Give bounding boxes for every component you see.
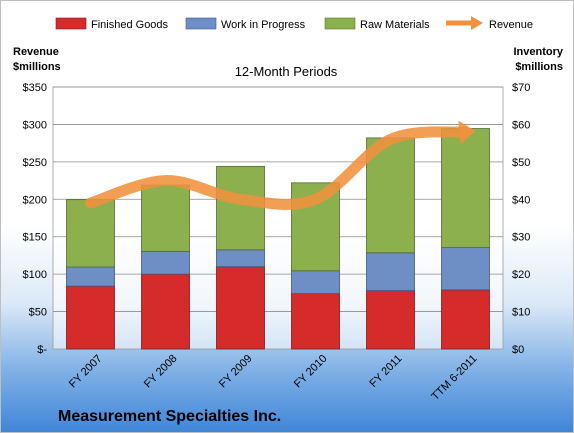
bar-finished-goods-highlight bbox=[67, 287, 114, 290]
revenue-line bbox=[85, 126, 471, 210]
bar-raw-materials-highlight bbox=[142, 186, 189, 189]
right-axis-tick-label: $30 bbox=[512, 232, 530, 244]
bar-raw-materials-highlight bbox=[217, 167, 264, 170]
x-axis-tick-label: FY 2009 bbox=[217, 353, 255, 391]
legend-label-revenue: Revenue bbox=[489, 19, 533, 31]
legend-arrow-revenue bbox=[471, 16, 483, 30]
revenue-line-group bbox=[85, 120, 476, 210]
chart-subtitle: 12-Month Periods bbox=[235, 64, 338, 79]
bar-raw-materials bbox=[366, 137, 415, 254]
bar-finished-goods-highlight bbox=[217, 267, 264, 270]
left-axis-tick-label: $250 bbox=[23, 157, 47, 169]
left-axis-tick-label: $350 bbox=[23, 82, 47, 94]
left-axis-title-line1: Revenue bbox=[13, 46, 59, 58]
legend: Finished Goods Work in Progress Raw Mate… bbox=[55, 16, 533, 31]
right-axis-title-line1: Inventory bbox=[513, 46, 563, 58]
bar-work-in-progress bbox=[291, 270, 340, 295]
right-axis-tick-label: $60 bbox=[512, 119, 530, 131]
x-axis-tick-label: FY 2011 bbox=[367, 353, 404, 390]
right-axis-tick-label: $10 bbox=[512, 307, 530, 319]
right-axis-ticks: $0 $10 $20 $30 $40 $50 $60 $70 bbox=[512, 82, 530, 356]
bar-work-in-progress-highlight bbox=[217, 250, 264, 253]
bar-finished-goods-highlight bbox=[367, 291, 414, 294]
bar-series-group bbox=[66, 128, 490, 350]
right-axis-tick-label: $40 bbox=[512, 194, 530, 206]
legend-swatch-work-in-progress bbox=[185, 17, 217, 30]
left-axis-tick-label: $300 bbox=[23, 119, 47, 131]
bar-raw-materials-highlight bbox=[292, 183, 339, 186]
x-axis-tick-label: TTM 6-2011 bbox=[429, 353, 479, 403]
bar-work-in-progress bbox=[441, 247, 490, 291]
bar-work-in-progress-highlight bbox=[67, 268, 114, 271]
bar-raw-materials bbox=[66, 199, 115, 268]
bar-work-in-progress-highlight bbox=[367, 253, 414, 256]
right-axis-tick-label: $0 bbox=[512, 344, 524, 356]
bar-raw-materials bbox=[441, 128, 490, 248]
bar-finished-goods bbox=[216, 266, 265, 350]
bar-work-in-progress-highlight bbox=[142, 252, 189, 255]
right-axis-tick-label: $20 bbox=[512, 269, 530, 281]
left-axis-tick-label: $200 bbox=[23, 194, 47, 206]
bar-work-in-progress-highlight bbox=[442, 248, 489, 251]
left-axis-tick-label: $150 bbox=[23, 232, 47, 244]
bar-raw-materials bbox=[141, 184, 190, 252]
revenue-arrowhead bbox=[458, 120, 476, 145]
legend-swatch-raw-materials bbox=[324, 17, 356, 30]
bar-finished-goods bbox=[141, 273, 190, 350]
legend-label-finished-goods: Finished Goods bbox=[91, 19, 169, 31]
bar-finished-goods bbox=[291, 293, 340, 350]
left-axis-title-line2: $millions bbox=[13, 61, 61, 73]
plot-area bbox=[52, 86, 504, 350]
right-axis-tick-label: $50 bbox=[512, 157, 530, 169]
bar-finished-goods bbox=[66, 285, 115, 350]
legend-swatch-finished-goods bbox=[55, 17, 87, 30]
bar-finished-goods-highlight bbox=[442, 290, 489, 293]
left-axis-ticks: $- $50 $100 $150 $200 $250 $300 $350 bbox=[23, 82, 48, 356]
bar-raw-materials bbox=[216, 165, 265, 251]
x-axis-tick-label: FY 2008 bbox=[142, 353, 180, 391]
bar-finished-goods bbox=[366, 290, 415, 350]
x-axis-tick-label: FY 2007 bbox=[67, 353, 105, 391]
x-axis-tick-label: FY 2010 bbox=[292, 353, 330, 391]
legend-label-raw-materials: Raw Materials bbox=[360, 19, 430, 31]
company-name: Measurement Specialties Inc. bbox=[58, 408, 281, 425]
bar-work-in-progress bbox=[141, 250, 190, 275]
left-axis-tick-label: $100 bbox=[23, 269, 47, 281]
bar-finished-goods-highlight bbox=[292, 294, 339, 297]
bar-work-in-progress bbox=[366, 252, 415, 292]
x-axis-ticks: FY 2007 FY 2008 FY 2009 FY 2010 FY 2011 TTM 6… bbox=[67, 353, 480, 403]
left-axis-tick-label: $50 bbox=[29, 307, 47, 319]
right-axis-title-line2: $millions bbox=[515, 61, 563, 73]
bar-finished-goods-highlight bbox=[142, 275, 189, 278]
right-axis-tick-label: $70 bbox=[512, 82, 530, 94]
bar-work-in-progress-highlight bbox=[292, 271, 339, 274]
legend-label-work-in-progress: Work in Progress bbox=[221, 19, 306, 31]
bar-finished-goods bbox=[441, 289, 490, 350]
left-axis-tick-label: $- bbox=[37, 344, 47, 356]
